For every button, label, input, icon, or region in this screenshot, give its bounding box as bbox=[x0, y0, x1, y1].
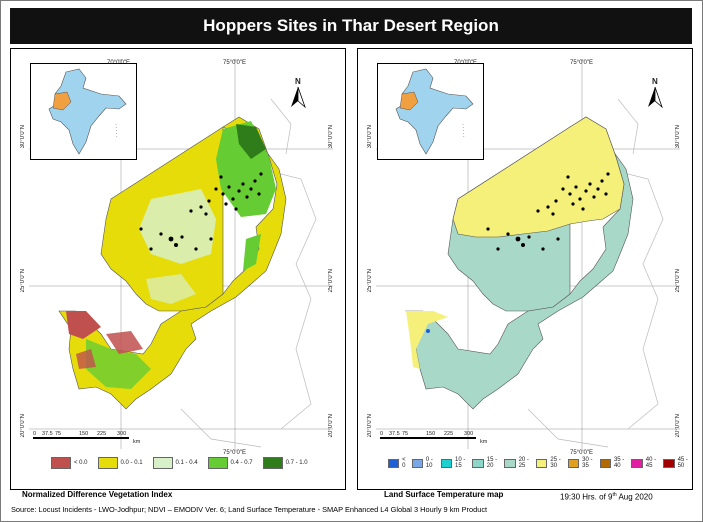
lat-label-25: 25°0'0"N bbox=[367, 269, 373, 293]
legend-item: 35 - 40 bbox=[599, 457, 629, 469]
legend-item: 20 - 25 bbox=[504, 457, 533, 469]
legend-item: 0 - 10 bbox=[411, 457, 438, 469]
lst-map-panel: N 70°0'0"E 75°0'0"E 75°0'0"E 30°0'0"N 25… bbox=[357, 48, 693, 490]
lat-label-20: 20°0'0"N bbox=[20, 414, 26, 438]
ndvi-caption: Normalized Difference Vegetation Index bbox=[22, 490, 173, 499]
ndvi-patch bbox=[66, 311, 101, 339]
ndvi-patch bbox=[139, 189, 216, 264]
rajasthan-highlight bbox=[399, 91, 419, 111]
lat-label-30-right: 30°0'0"N bbox=[675, 125, 681, 149]
rajasthan-highlight bbox=[52, 91, 72, 111]
lst-caption: Land Surface Temperature map bbox=[384, 490, 504, 499]
north-label: N bbox=[295, 77, 301, 86]
north-arrow-icon bbox=[291, 86, 306, 109]
lon-label-75-bottom: 75°0'0"E bbox=[223, 450, 247, 456]
legend-item: 40 - 45 bbox=[631, 457, 660, 469]
lon-label-70: 70°0'0"E bbox=[107, 60, 131, 66]
lat-label-25: 25°0'0"N bbox=[20, 269, 26, 293]
north-arrow-icon bbox=[648, 86, 663, 109]
lat-label-25-right: 25°0'0"N bbox=[328, 269, 334, 293]
legend-item: 10 - 15 bbox=[440, 457, 470, 469]
legend-item: < 0.0 bbox=[51, 457, 88, 469]
lat-label-30: 30°0'0"N bbox=[367, 125, 373, 149]
ndvi-patch bbox=[86, 339, 151, 389]
lst-legend: < 0 0 - 10 10 - 15 15 - 20 20 - 25 25 - … bbox=[388, 457, 692, 469]
timestamp: 19:30 Hrs. of 9th Aug 2020 bbox=[560, 492, 653, 502]
hopper-sites bbox=[139, 172, 263, 251]
neighbor-boundary bbox=[180, 168, 317, 448]
legend-item: 30 - 35 bbox=[567, 457, 597, 469]
lon-label-75-bottom: 75°0'0"E bbox=[570, 450, 594, 456]
lst-spot bbox=[426, 329, 430, 333]
ndvi-patch bbox=[243, 234, 261, 271]
lon-label-75: 75°0'0"E bbox=[223, 60, 247, 66]
inset-india-map bbox=[30, 63, 137, 160]
ndvi-map-panel: N 70°0'0"E 75°0'0"E 75°0'0"E 30°0'0"N 25… bbox=[10, 48, 346, 490]
north-label: N bbox=[652, 77, 658, 86]
hopper-sites bbox=[486, 172, 610, 251]
ndvi-patch bbox=[146, 274, 196, 304]
lon-label-75: 75°0'0"E bbox=[570, 60, 594, 66]
lat-label-30-right: 30°0'0"N bbox=[328, 125, 334, 149]
legend-item: 15 - 20 bbox=[472, 457, 501, 469]
lat-label-25-right: 25°0'0"N bbox=[675, 269, 681, 293]
legend-item: 25 - 30 bbox=[536, 457, 565, 469]
lat-label-20-right: 20°0'0"N bbox=[328, 414, 334, 438]
lst-map bbox=[376, 59, 680, 449]
lst-zone-25-30 bbox=[406, 311, 448, 369]
lat-label-30: 30°0'0"N bbox=[20, 125, 26, 149]
ndvi-legend: < 0.0 0.0 - 0.1 0.1 - 0.4 0.4 - 0.7 0.7 … bbox=[51, 457, 308, 469]
scale-bar: 0 37.5 75 150 225 300 km bbox=[380, 431, 488, 445]
lat-label-20-right: 20°0'0"N bbox=[675, 414, 681, 438]
legend-item: 0.0 - 0.1 bbox=[97, 457, 143, 469]
scale-bar: 0 37.5 75 150 225 300 km bbox=[33, 431, 141, 445]
inset-india-map bbox=[377, 63, 484, 160]
ndvi-patch bbox=[106, 331, 143, 354]
ndvi-map bbox=[29, 59, 333, 449]
legend-item: < 0 bbox=[388, 457, 409, 469]
ndvi-patch bbox=[76, 349, 96, 369]
figure-title: Hoppers Sites in Thar Desert Region bbox=[10, 8, 692, 44]
lst-zone-25-30 bbox=[452, 116, 625, 238]
neighbor-boundary bbox=[270, 98, 292, 155]
neighbor-boundary bbox=[617, 98, 639, 155]
legend-item: 0.4 - 0.7 bbox=[207, 457, 253, 469]
ndvi-patch bbox=[236, 124, 266, 159]
neighbor-boundary bbox=[527, 168, 664, 448]
legend-item: 0.1 - 0.4 bbox=[152, 457, 198, 469]
lon-label-70: 70°0'0"E bbox=[454, 60, 478, 66]
legend-item: 0.7 - 1.0 bbox=[262, 457, 308, 469]
lat-label-20: 20°0'0"N bbox=[367, 414, 373, 438]
source-note: Source: Locust Incidents - LWO-Jodhpur; … bbox=[11, 505, 488, 514]
legend-item: 45 - 50 bbox=[663, 457, 692, 469]
